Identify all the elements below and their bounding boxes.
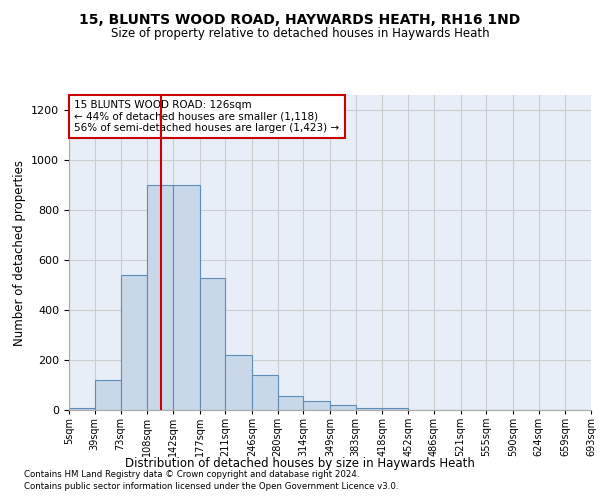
Bar	[225, 355, 252, 410]
Text: Contains public sector information licensed under the Open Government Licence v3: Contains public sector information licen…	[24, 482, 398, 491]
Bar	[199, 278, 225, 410]
Y-axis label: Number of detached properties: Number of detached properties	[13, 160, 26, 346]
Bar	[147, 185, 173, 410]
Bar	[173, 185, 199, 410]
Text: 15 BLUNTS WOOD ROAD: 126sqm
← 44% of detached houses are smaller (1,118)
56% of : 15 BLUNTS WOOD ROAD: 126sqm ← 44% of det…	[74, 100, 340, 133]
Bar	[356, 408, 382, 410]
Bar	[278, 396, 304, 410]
Bar	[69, 408, 95, 410]
Text: Size of property relative to detached houses in Haywards Heath: Size of property relative to detached ho…	[110, 28, 490, 40]
Text: Contains HM Land Registry data © Crown copyright and database right 2024.: Contains HM Land Registry data © Crown c…	[24, 470, 359, 479]
Bar	[95, 380, 121, 410]
Bar	[304, 401, 330, 410]
Text: Distribution of detached houses by size in Haywards Heath: Distribution of detached houses by size …	[125, 458, 475, 470]
Bar	[252, 375, 278, 410]
Bar	[121, 275, 147, 410]
Text: 15, BLUNTS WOOD ROAD, HAYWARDS HEATH, RH16 1ND: 15, BLUNTS WOOD ROAD, HAYWARDS HEATH, RH…	[79, 12, 521, 26]
Bar	[330, 405, 356, 410]
Bar	[382, 408, 408, 410]
